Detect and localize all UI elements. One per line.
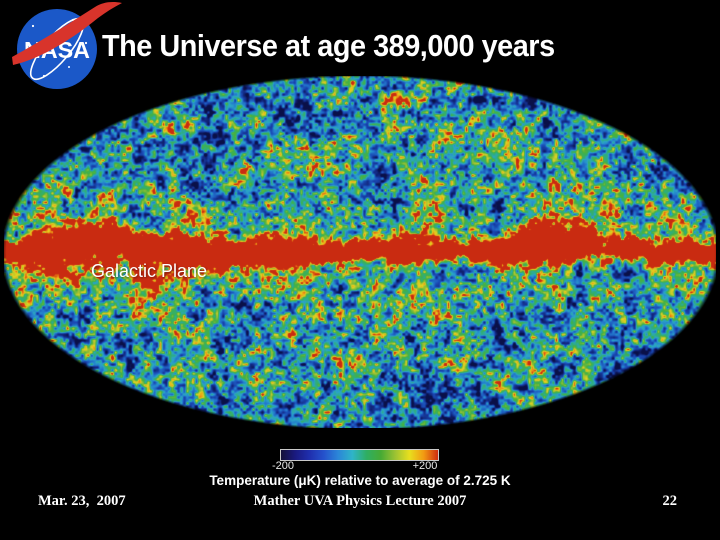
temperature-colorbar	[280, 449, 439, 461]
galactic-plane-label: Galactic Plane	[91, 261, 208, 281]
nasa-logo-swoosh-icon	[12, 2, 122, 65]
nasa-logo: NASA	[12, 2, 122, 89]
footer-date: Mar. 23, 2007	[38, 493, 126, 509]
slide-title: The Universe at age 389,000 years	[102, 28, 555, 63]
footer-page-number: 22	[662, 493, 678, 509]
colorbar-max-label: +200	[412, 460, 438, 472]
colorbar-caption: Temperature (μK) relative to average of …	[209, 473, 511, 488]
colorbar-min-label: -200	[271, 460, 295, 472]
footer-lecture-title: Mather UVA Physics Lecture 2007	[253, 493, 467, 509]
cmb-map-canvas	[4, 76, 716, 428]
